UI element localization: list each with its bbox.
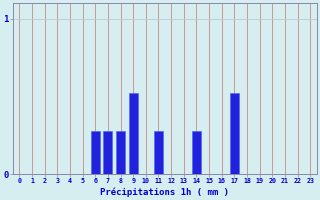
X-axis label: Précipitations 1h ( mm ): Précipitations 1h ( mm ) (100, 187, 229, 197)
Bar (116, 131, 125, 174)
Bar (192, 131, 201, 174)
Bar (91, 131, 100, 174)
Bar (230, 93, 239, 174)
Bar (129, 93, 138, 174)
Bar (154, 131, 163, 174)
Bar (103, 131, 112, 174)
